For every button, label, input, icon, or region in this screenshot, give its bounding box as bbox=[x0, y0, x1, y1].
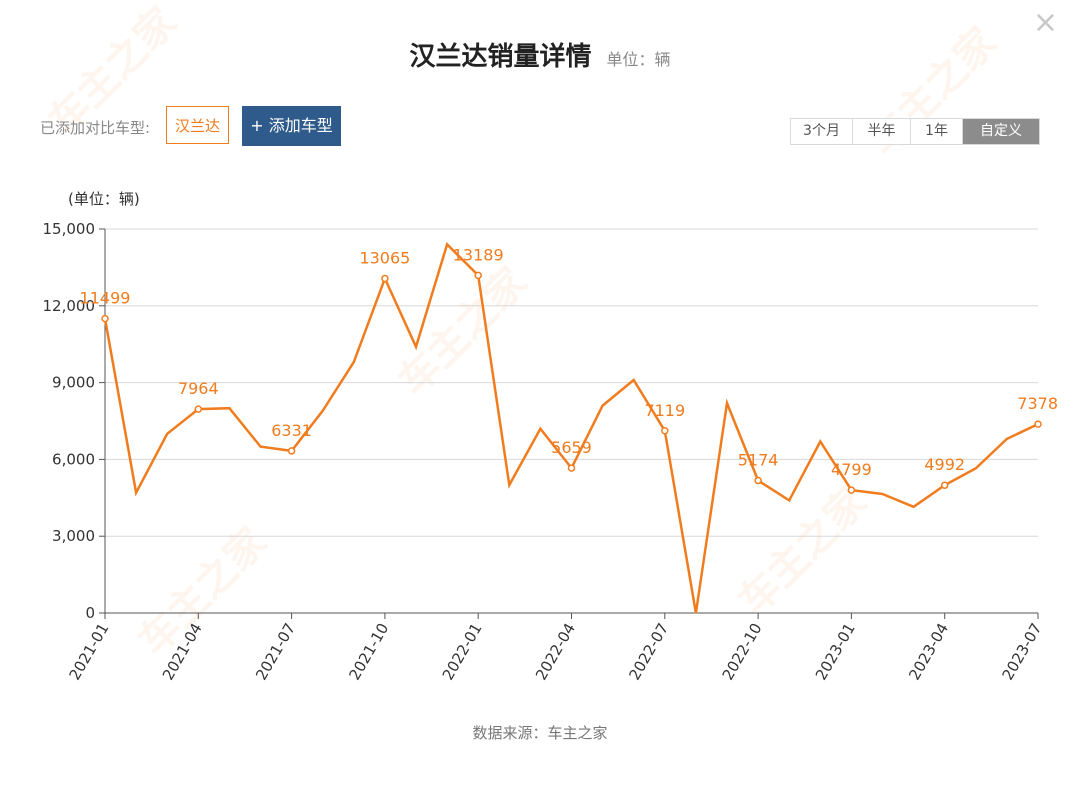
data-label: 6331 bbox=[271, 421, 312, 440]
data-point bbox=[287, 447, 296, 455]
x-tick-label: 2022-01 bbox=[439, 620, 486, 683]
series-line bbox=[103, 242, 1039, 614]
x-tick-label: 2021-10 bbox=[345, 620, 392, 683]
data-label: 5174 bbox=[738, 451, 779, 470]
y-tick-label: 3,000 bbox=[52, 527, 95, 545]
y-tick-label: 6,000 bbox=[52, 450, 95, 468]
data-point bbox=[101, 314, 109, 323]
x-tick-label: 2022-07 bbox=[625, 620, 672, 683]
data-point bbox=[567, 464, 576, 472]
compare-label: 已添加对比车型: bbox=[40, 119, 151, 137]
data-label: 7964 bbox=[178, 379, 219, 398]
data-point bbox=[194, 405, 203, 413]
close-icon[interactable]: × bbox=[1032, 5, 1058, 40]
range-3months-button[interactable]: 3个月 bbox=[791, 119, 853, 144]
y-tick-label: 9,000 bbox=[52, 374, 95, 392]
model-tag[interactable]: 汉兰达 bbox=[166, 106, 229, 144]
y-tick-label: 15,000 bbox=[43, 220, 96, 238]
x-tick-label: 2022-10 bbox=[719, 620, 766, 683]
header: 汉兰达销量详情 单位：辆 bbox=[0, 36, 1080, 73]
page-title: 汉兰达销量详情 bbox=[409, 42, 592, 72]
data-label: 11499 bbox=[80, 289, 131, 308]
x-tick-label: 2021-07 bbox=[252, 620, 299, 683]
data-label: 13065 bbox=[359, 249, 410, 268]
data-point bbox=[754, 476, 762, 485]
y-axis-label: (单位：辆) bbox=[68, 190, 140, 208]
y-tick-label: 0 bbox=[85, 604, 95, 622]
data-point bbox=[381, 274, 389, 283]
unit-label: 单位：辆 bbox=[606, 50, 671, 69]
x-tick-label: 2022-04 bbox=[532, 620, 579, 683]
data-label: 7119 bbox=[644, 401, 685, 420]
range-1year-button[interactable]: 1年 bbox=[911, 119, 963, 144]
data-label: 13189 bbox=[453, 245, 504, 264]
data-label: 7378 bbox=[1017, 394, 1058, 413]
add-model-button[interactable]: + 添加车型 bbox=[242, 106, 341, 146]
data-label: 4992 bbox=[924, 455, 965, 474]
range-custom-button[interactable]: 自定义 bbox=[963, 119, 1039, 144]
data-point bbox=[661, 427, 669, 435]
range-selector: 3个月 半年 1年 自定义 bbox=[790, 118, 1040, 145]
x-tick-label: 2023-04 bbox=[905, 620, 952, 683]
data-label: 4799 bbox=[831, 460, 872, 479]
data-label: 5659 bbox=[551, 438, 592, 457]
data-point bbox=[940, 481, 949, 489]
data-point bbox=[847, 486, 856, 494]
range-half-year-button[interactable]: 半年 bbox=[853, 119, 911, 144]
x-tick-label: 2021-01 bbox=[66, 620, 113, 683]
y-tick-label: 12,000 bbox=[43, 297, 96, 315]
x-tick-label: 2023-01 bbox=[812, 620, 859, 683]
data-source: 数据来源：车主之家 bbox=[472, 724, 608, 742]
data-point bbox=[1034, 420, 1042, 428]
x-tick-label: 2021-04 bbox=[159, 620, 206, 683]
data-point bbox=[474, 271, 482, 280]
x-tick-label: 2023-07 bbox=[999, 620, 1046, 683]
